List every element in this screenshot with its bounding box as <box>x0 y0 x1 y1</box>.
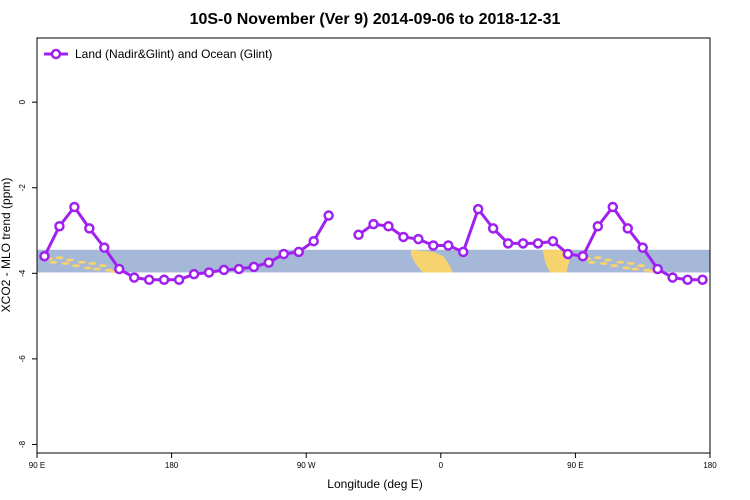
legend-label: Land (Nadir&Glint) and Ocean (Glint) <box>75 47 272 61</box>
data-point <box>398 231 409 243</box>
island <box>626 261 635 265</box>
island <box>104 268 113 272</box>
x-tick-label: 180 <box>165 461 179 470</box>
land-mass <box>542 249 570 273</box>
data-point <box>293 246 304 258</box>
data-point <box>308 235 319 247</box>
data-point <box>562 248 574 260</box>
axes: 90 E 180 90 W 0 90 E 180 0 -2 -4 -6 -8 <box>18 99 717 470</box>
x-tick-label: 90 W <box>297 461 316 470</box>
data-point <box>607 201 619 213</box>
island <box>98 264 107 268</box>
data-point <box>39 250 50 262</box>
ocean-band <box>37 249 710 273</box>
data-point <box>278 248 290 260</box>
island <box>599 261 608 265</box>
island <box>637 264 646 268</box>
data-point <box>472 203 484 215</box>
data-point <box>143 274 155 285</box>
island <box>65 258 74 262</box>
data-point <box>203 267 215 278</box>
island <box>61 261 70 265</box>
island <box>83 266 92 270</box>
data-point <box>99 242 110 253</box>
legend: Land (Nadir&Glint) and Ocean (Glint) <box>44 47 272 61</box>
island <box>55 256 64 260</box>
data-point <box>128 272 140 283</box>
data-point <box>413 233 424 245</box>
island <box>92 267 101 271</box>
data-point <box>457 246 469 258</box>
data-point <box>532 238 544 249</box>
island <box>622 266 631 270</box>
y-tick-label: -4 <box>18 269 27 277</box>
x-tick-label: 90 E <box>29 461 45 470</box>
series-layer <box>39 201 708 285</box>
data-point <box>622 223 633 234</box>
y-tick-label: 0 <box>18 99 27 104</box>
data-point <box>173 274 185 285</box>
y-tick-label: -2 <box>18 184 27 192</box>
data-point <box>592 220 604 232</box>
data-point <box>697 274 708 285</box>
data-point <box>233 263 245 275</box>
x-axis-label: Longitude (deg E) <box>327 477 422 491</box>
data-point <box>682 274 693 285</box>
data-point <box>69 201 80 213</box>
x-tick-label: 90 E <box>567 461 583 470</box>
data-point <box>263 257 275 268</box>
island <box>88 261 97 265</box>
data-point <box>517 238 529 249</box>
legend-marker <box>50 48 62 60</box>
island <box>593 256 602 260</box>
data-point <box>502 238 514 249</box>
data-point <box>383 220 394 232</box>
data-point <box>547 235 559 247</box>
data-point <box>114 263 125 275</box>
y-tick-label: -6 <box>18 355 27 363</box>
x-tick-label: 0 <box>439 461 444 470</box>
plot-frame <box>36 37 711 454</box>
data-point <box>353 229 364 241</box>
island <box>616 260 625 264</box>
data-point <box>577 250 589 262</box>
island <box>604 258 613 262</box>
data-point <box>54 220 65 232</box>
land-mass <box>410 249 453 273</box>
data-point <box>428 240 439 251</box>
data-point <box>218 264 230 276</box>
data-point <box>188 268 200 280</box>
data-point <box>667 272 678 283</box>
island <box>610 264 619 268</box>
island <box>71 264 80 268</box>
data-point <box>637 242 648 253</box>
data-point <box>487 223 499 234</box>
island <box>643 268 652 272</box>
chart-title: 10S-0 November (Ver 9) 2014-09-06 to 201… <box>190 11 561 28</box>
data-point <box>368 218 379 230</box>
island <box>587 260 596 264</box>
data-point <box>323 210 334 221</box>
data-point <box>84 223 95 234</box>
data-point <box>158 274 170 285</box>
x-tick-label: 180 <box>703 461 717 470</box>
data-point <box>443 240 454 251</box>
island <box>49 260 58 264</box>
y-tick-label: -8 <box>18 440 27 448</box>
data-point <box>652 263 663 275</box>
map-strip <box>37 249 710 273</box>
data-point <box>248 261 260 273</box>
y-axis-label: XCO2 - MLO trend (ppm) <box>0 178 13 313</box>
island <box>77 260 86 264</box>
island <box>631 267 640 271</box>
